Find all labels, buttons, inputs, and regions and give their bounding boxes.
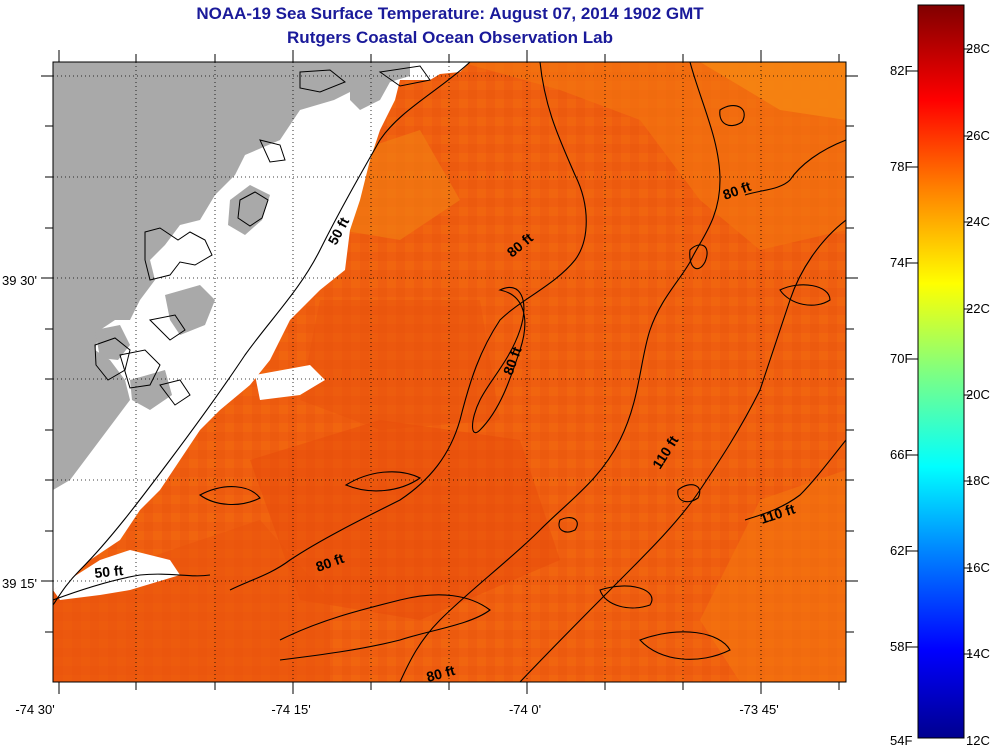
- contour-closed-4: [719, 105, 745, 127]
- contour-closed-2: [677, 484, 701, 503]
- colorbar-c-24: 24C: [966, 214, 990, 229]
- sst-cool-region-northeast: [700, 62, 846, 120]
- colorbar-c-22: 22C: [966, 301, 990, 316]
- no-data-patch-bay: [255, 365, 325, 400]
- contour-80ft-north: [744, 139, 846, 196]
- lon-label-7400: -74 0': [509, 702, 541, 717]
- land-barrier-north: [335, 62, 410, 110]
- contour-110ft-southeast: [744, 439, 846, 521]
- land-island-1: [228, 185, 270, 235]
- coastline-outlines: [94, 65, 431, 406]
- contour-50ft-south: [53, 573, 211, 601]
- lon-label-7415: -74 15': [271, 702, 310, 717]
- contour-80ft-south-ridge: [279, 594, 491, 661]
- no-data-inlet-south: [53, 550, 180, 600]
- lon-label-7345: -73 45': [739, 702, 778, 717]
- map-title: NOAA-19 Sea Surface Temperature: August …: [196, 4, 704, 23]
- colorbar-c-28: 28C: [966, 41, 990, 56]
- colorbar-gradient: [917, 4, 965, 739]
- contour-110ft-west: [399, 62, 721, 682]
- contour-80ft-main: [229, 62, 587, 591]
- map-area: 50 ft 50 ft 80 ft 80 ft 80 ft 80 ft 80 f…: [53, 62, 846, 682]
- sst-warm-region-southwest: [53, 520, 330, 682]
- land-island-4: [130, 370, 172, 410]
- land-mass: [53, 62, 350, 490]
- contour-80ft-ridge: [471, 287, 526, 433]
- map-subtitle: Rutgers Coastal Ocean Observation Lab: [287, 28, 613, 47]
- sst-warm-region-south: [250, 420, 560, 620]
- contour-closed-1: [689, 244, 708, 270]
- lon-label-7430: -74 30': [15, 702, 54, 717]
- contour-closed-7: [198, 486, 261, 506]
- colorbar-c-14: 14C: [966, 646, 990, 661]
- colorbar-f-82: 82F: [890, 63, 912, 78]
- colorbar-f-66: 66F: [890, 447, 912, 462]
- sst-cool-region-southeast: [700, 470, 846, 682]
- colorbar-f-62: 62F: [890, 543, 912, 558]
- colorbar-c-16: 16C: [966, 560, 990, 575]
- colorbar-c-20: 20C: [966, 387, 990, 402]
- contour-50ft: [53, 62, 471, 606]
- colorbar-c-18: 18C: [966, 473, 990, 488]
- contour-closed-8: [599, 585, 653, 609]
- land-island-2: [165, 285, 215, 335]
- colorbar-f-70: 70F: [890, 351, 912, 366]
- lat-label-3930: 39 30': [2, 273, 37, 288]
- colorbar-f-54: 54F: [890, 733, 912, 748]
- graticule: [53, 62, 846, 682]
- contour-label-50ft-south: 50 ft: [94, 562, 125, 581]
- colorbar-c-26: 26C: [966, 128, 990, 143]
- depth-contours: [53, 62, 846, 682]
- colorbar-f-58: 58F: [890, 639, 912, 654]
- land-island-3: [95, 325, 130, 360]
- contour-closed-9: [639, 631, 731, 660]
- colorbar-f-74: 74F: [890, 255, 912, 270]
- contour-closed-5: [558, 517, 578, 533]
- colorbar: 82F 78F 74F 70F 66F 62F 58F 54F 28C 26C …: [890, 4, 990, 748]
- sst-warm-region-central: [300, 300, 500, 430]
- contour-closed-6: [344, 471, 422, 492]
- sst-cool-region-north: [460, 62, 846, 250]
- colorbar-c-12: 12C: [966, 733, 990, 748]
- contour-closed-3: [779, 284, 831, 306]
- colorbar-f-78: 78F: [890, 159, 912, 174]
- lat-label-3915: 39 15': [2, 576, 37, 591]
- axis-ticks: [41, 50, 858, 694]
